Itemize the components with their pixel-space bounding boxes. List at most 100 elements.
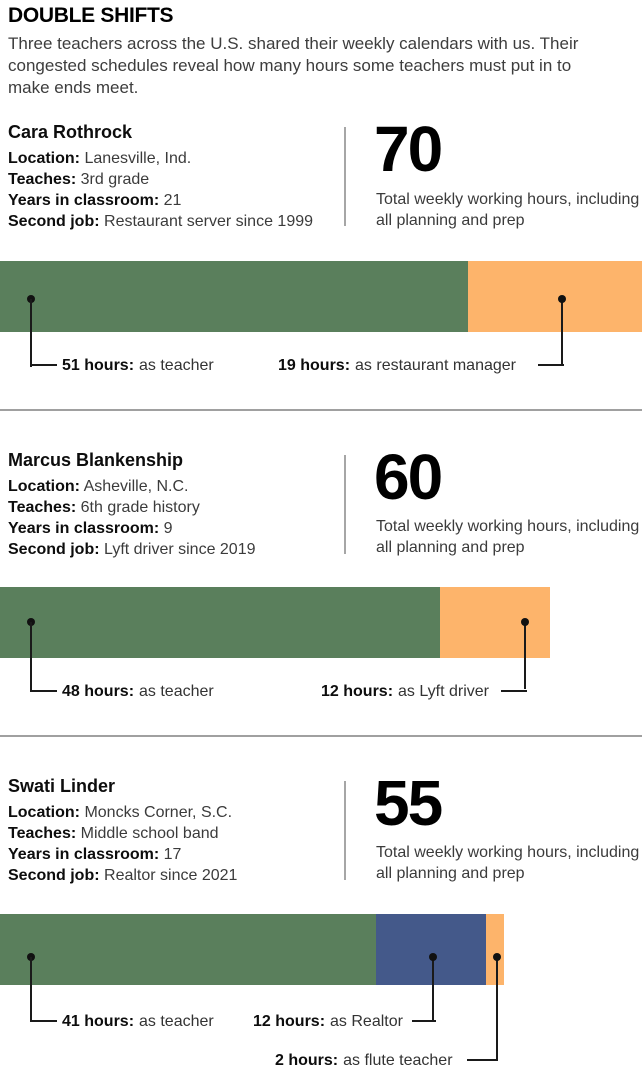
callout-line (30, 1020, 57, 1022)
callout-line (524, 622, 526, 689)
callout-dot (429, 953, 437, 961)
detail-value: 6th grade history (80, 499, 200, 516)
callout-line (496, 957, 498, 1061)
detail-label: Years in classroom: (8, 846, 160, 863)
callout-label: 48 hours: as teacher (62, 683, 214, 701)
callout-label: 51 hours: as teacher (62, 357, 214, 375)
detail-label: Location: (8, 150, 80, 167)
total-hours-caption: Total weekly working hours, including al… (376, 844, 640, 882)
callout-label: 12 hours: as Realtor (253, 1013, 403, 1031)
callout-dot (493, 953, 501, 961)
detail-row: Years in classroom: 21 (8, 190, 313, 211)
detail-row: Years in classroom: 9 (8, 518, 256, 539)
callout-role: as teacher (139, 357, 214, 374)
stacked-bar (0, 914, 504, 985)
detail-label: Second job: (8, 541, 100, 558)
detail-label: Second job: (8, 867, 100, 884)
detail-row: Teaches: Middle school band (8, 823, 237, 844)
section-divider (0, 735, 642, 737)
bar-segment-restaurant-manager (468, 261, 642, 332)
detail-value: 3rd grade (80, 171, 150, 188)
callout-role: as teacher (139, 683, 214, 700)
bar-segment-lyft-driver (440, 587, 550, 658)
callout-line (30, 364, 57, 366)
callout-role: as Lyft driver (398, 683, 490, 700)
detail-row: Location: Lanesville, Ind. (8, 148, 313, 169)
detail-label: Teaches: (8, 825, 77, 842)
callout-line (30, 690, 57, 692)
detail-label: Teaches: (8, 171, 77, 188)
bar-segment-teacher (0, 261, 468, 332)
callout-line (501, 690, 527, 692)
vertical-divider (344, 781, 346, 880)
total-hours-number: 70 (374, 113, 443, 185)
teacher-details: Location: Asheville, N.C. Teaches: 6th g… (8, 476, 256, 560)
detail-value: Lanesville, Ind. (84, 150, 192, 167)
detail-label: Teaches: (8, 499, 77, 516)
total-hours-number: 60 (374, 441, 443, 513)
callout-hours: 12 hours: (321, 683, 394, 700)
bar-segment-teacher (0, 587, 440, 658)
detail-value: 21 (163, 192, 182, 209)
teacher-name: Marcus Blankenship (8, 450, 184, 470)
detail-label: Location: (8, 478, 80, 495)
detail-label: Location: (8, 804, 80, 821)
callout-line (561, 299, 563, 366)
detail-value: 17 (163, 846, 182, 863)
teacher-details: Location: Lanesville, Ind. Teaches: 3rd … (8, 148, 313, 232)
callout-role: as flute teacher (343, 1052, 453, 1069)
callout-line (30, 299, 32, 367)
detail-row: Location: Asheville, N.C. (8, 476, 256, 497)
callout-label: 41 hours: as teacher (62, 1013, 214, 1031)
detail-value: 9 (163, 520, 173, 537)
vertical-divider (344, 127, 346, 226)
callout-label: 2 hours: as flute teacher (275, 1052, 453, 1070)
callout-hours: 51 hours: (62, 357, 135, 374)
callout-line (432, 957, 434, 1022)
stacked-bar (0, 587, 550, 658)
callout-hours: 2 hours: (275, 1052, 339, 1069)
callout-line (30, 957, 32, 1022)
detail-row: Location: Moncks Corner, S.C. (8, 802, 237, 823)
bar-segment-realtor (376, 914, 486, 985)
detail-value: Middle school band (80, 825, 219, 842)
callout-label: 12 hours: as Lyft driver (321, 683, 489, 701)
callout-role: as teacher (139, 1013, 214, 1030)
callout-hours: 19 hours: (278, 357, 351, 374)
detail-value: Moncks Corner, S.C. (84, 804, 233, 821)
callout-dot (558, 295, 566, 303)
bar-segment-flute-teacher (486, 914, 504, 985)
detail-label: Years in classroom: (8, 520, 160, 537)
callout-line (467, 1059, 498, 1061)
teacher-details: Location: Moncks Corner, S.C. Teaches: M… (8, 802, 237, 886)
detail-row: Years in classroom: 17 (8, 844, 237, 865)
detail-row: Second job: Restaurant server since 1999 (8, 211, 313, 232)
page-title: DOUBLE SHIFTS (8, 4, 174, 27)
callout-role: as Realtor (330, 1013, 403, 1030)
teacher-name: Cara Rothrock (8, 122, 133, 142)
detail-row: Second job: Realtor since 2021 (8, 865, 237, 886)
intro-text: Three teachers across the U.S. shared th… (8, 34, 579, 97)
total-hours-caption: Total weekly working hours, including al… (376, 191, 640, 229)
callout-line (30, 622, 32, 690)
detail-value: Realtor since 2021 (104, 867, 238, 884)
callout-line (538, 364, 564, 366)
detail-value: Asheville, N.C. (83, 478, 189, 495)
callout-label: 19 hours: as restaurant manager (278, 357, 516, 375)
section-divider (0, 409, 642, 411)
total-hours-number: 55 (374, 767, 443, 839)
teacher-name: Swati Linder (8, 776, 116, 796)
detail-row: Second job: Lyft driver since 2019 (8, 539, 256, 560)
detail-label: Years in classroom: (8, 192, 160, 209)
callout-role: as restaurant manager (355, 357, 516, 374)
callout-hours: 41 hours: (62, 1013, 135, 1030)
callout-line (412, 1020, 436, 1022)
callout-hours: 12 hours: (253, 1013, 326, 1030)
detail-value: Lyft driver since 2019 (104, 541, 256, 558)
detail-row: Teaches: 3rd grade (8, 169, 313, 190)
vertical-divider (344, 455, 346, 554)
detail-value: Restaurant server since 1999 (104, 213, 314, 230)
callout-dot (521, 618, 529, 626)
bar-segment-teacher (0, 914, 376, 985)
